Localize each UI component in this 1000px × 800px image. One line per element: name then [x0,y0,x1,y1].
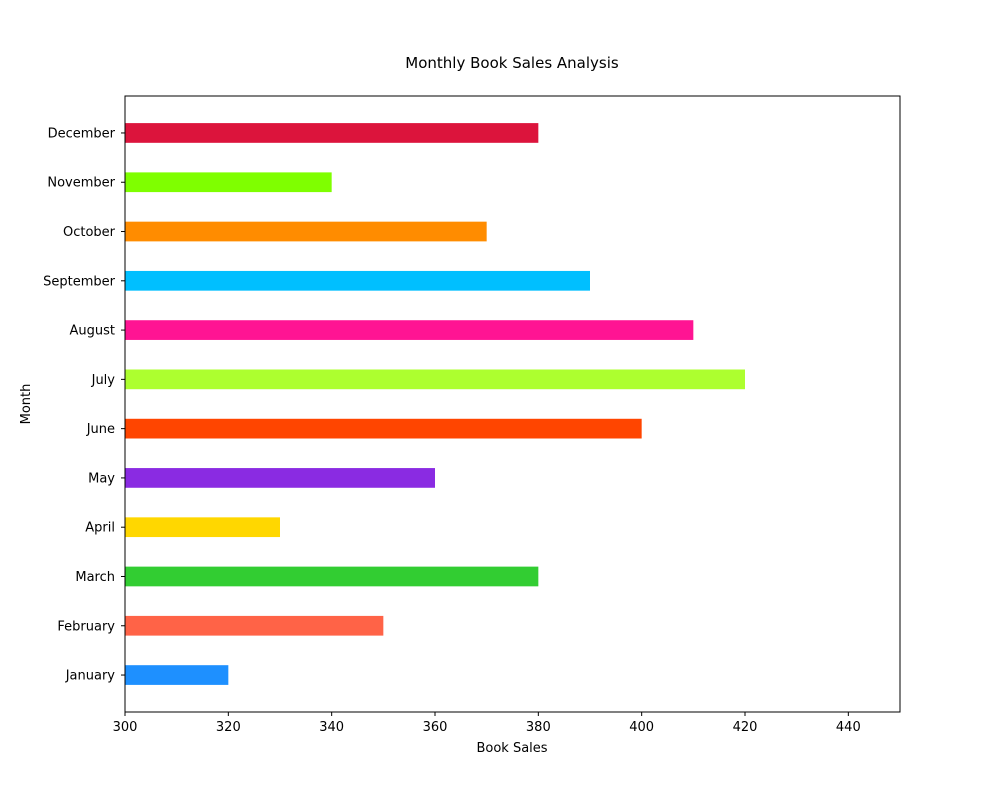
y-tick-label: May [88,471,115,486]
x-axis-title: Book Sales [476,741,547,756]
x-tick-label: 380 [526,720,551,735]
y-tick-label: September [43,274,116,289]
y-tick-label: February [57,619,115,634]
bar-june [125,418,642,439]
x-tick-label: 300 [113,720,138,735]
y-axis: January February March April May June July Augu… [43,126,125,684]
bar-november [125,172,332,193]
y-tick-label: March [75,570,115,585]
y-tick-label: June [86,422,115,437]
bar-april [125,517,280,538]
y-tick-label: July [91,373,116,388]
y-tick-label: October [63,225,116,240]
y-tick-label: August [70,324,116,339]
y-tick-label: December [48,126,116,141]
bar-december [125,123,539,143]
bar-july [125,369,745,390]
bars-group [125,123,745,685]
x-tick-label: 440 [836,720,861,735]
bar-september [125,270,590,291]
plot-frame [124,95,901,713]
y-axis-title: Month [19,384,34,425]
x-tick-label: 420 [733,720,758,735]
x-axis: 300 320 340 360 380 400 420 440 [113,712,861,735]
x-tick-label: 400 [629,720,654,735]
bar-march [125,566,539,587]
chart-title: Monthly Book Sales Analysis [405,54,619,72]
bar-october [125,221,487,242]
y-tick-label: November [47,176,115,191]
y-tick-label: January [65,669,116,684]
bar-august [125,320,694,340]
bar-february [125,615,384,636]
bar-january [125,665,229,685]
bar-may [125,468,435,488]
x-tick-label: 360 [423,720,448,735]
x-tick-label: 340 [319,720,344,735]
y-tick-label: April [85,521,115,536]
x-tick-label: 320 [216,720,241,735]
